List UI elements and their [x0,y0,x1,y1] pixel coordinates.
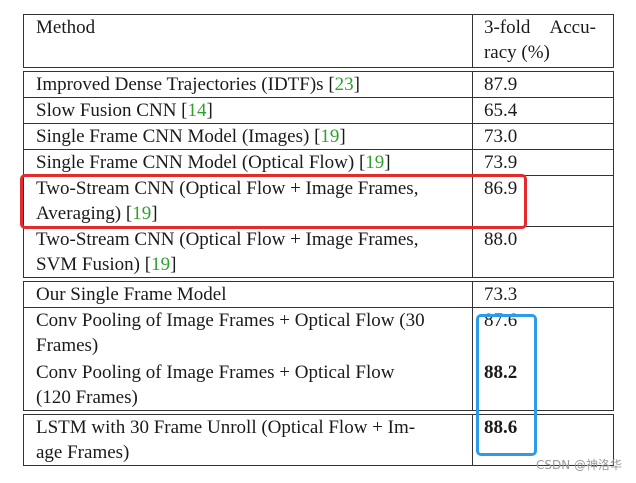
table-row: Two-Stream CNN (Optical Flow + Image Fra… [23,226,615,278]
citation-link[interactable]: 19 [365,152,385,173]
watermark: CSDN @神洛华 [535,458,622,472]
row-method: Two-Stream CNN (Optical Flow + Image Fra… [23,226,473,278]
row-method-next: Conv Pooling of Image Frames + Optical F… [36,362,395,383]
citation-link[interactable]: 19 [320,126,340,147]
table-row: Slow Fusion CNN [14] 65.4 [23,97,615,124]
citation-link[interactable]: 14 [187,100,207,121]
accuracy-header-word1: 3-fold [483,17,531,38]
accuracy-header: 3-fold Accu- racy (%) [471,14,615,68]
row-accuracy: 86.9 [471,175,615,227]
row-method: Our Single Frame Model [23,281,473,308]
accuracy-header-line2: racy (%) [483,42,550,63]
table-row: Two-Stream CNN (Optical Flow + Image Fra… [23,175,615,227]
row-accuracy-best: 88.2 [483,362,518,383]
row-accuracy: 73.3 [471,281,615,308]
row-method: Slow Fusion CNN [14] [23,97,473,124]
row-method: Two-Stream CNN (Optical Flow + Image Fra… [23,175,473,227]
citation-link[interactable]: 19 [132,203,152,224]
red-highlight-box [20,174,527,229]
table-row: Single Frame CNN Model (Optical Flow) [1… [23,149,615,176]
citation-link[interactable]: 19 [151,254,171,275]
row-accuracy-best: 88.6 [471,414,615,466]
row-accuracy: 73.0 [471,123,615,150]
table-row: Our Single Frame Model 73.3 [23,281,615,308]
accuracy-header-label: 3-fold Accu- racy (%) [484,15,596,65]
row-method: LSTM with 30 Frame Unroll (Optical Flow … [23,414,473,466]
table-row: Improved Dense Trajectories (IDTF)s [23]… [23,71,615,98]
row-method: Conv Pooling of Image Frames + Optical F… [23,307,473,411]
row-accuracy-pair: 87.6 88.2 [471,307,615,411]
row-method: Single Frame CNN Model (Images) [19] [23,123,473,150]
results-table: Method 3-fold Accu- racy (%) Improved Den… [23,14,615,466]
row-accuracy: 65.4 [471,97,615,124]
citation-link[interactable]: 23 [334,74,354,95]
accuracy-header-word2: Accu- [549,17,596,38]
table-row: LSTM with 30 Frame Unroll (Optical Flow … [23,414,615,466]
row-method: Single Frame CNN Model (Optical Flow) [1… [23,149,473,176]
blue-highlight-box [476,314,537,456]
row-accuracy: 88.0 [471,226,615,278]
table-row: Single Frame CNN Model (Images) [19] 73.… [23,123,615,150]
row-accuracy: 73.9 [471,149,615,176]
table-header-row: Method 3-fold Accu- racy (%) [23,14,615,68]
row-accuracy: 87.9 [471,71,615,98]
row-method: Improved Dense Trajectories (IDTF)s [23] [23,71,473,98]
method-header-label: Method [36,17,96,38]
method-header: Method [23,14,473,68]
